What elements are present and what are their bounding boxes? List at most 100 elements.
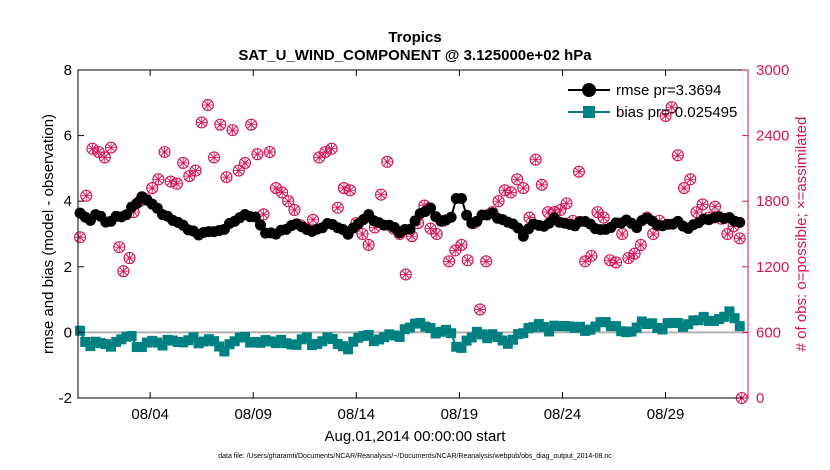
bias-point-70 [435, 326, 446, 337]
y2-axis-label: # of obs: o=possible; ×=assimilated [793, 117, 810, 352]
obs-point-88 [616, 227, 629, 241]
x-tick-label-1: 08/09 [234, 406, 272, 423]
bias-point-102 [600, 317, 611, 328]
bias-point-63 [399, 324, 410, 335]
obs-point-4 [98, 151, 111, 164]
bias-series-layer [75, 306, 745, 357]
y2-tick-label-4: 2400 [756, 128, 789, 145]
bias-point-8 [116, 334, 127, 345]
bias-point-53 [348, 336, 359, 347]
x-axis-label: Aug.01,2014 00:00:00 start [325, 428, 507, 445]
obs-point-6 [113, 241, 126, 254]
obs-point-25 [226, 124, 239, 137]
obs-point-22 [208, 151, 221, 164]
bias-point-77 [471, 326, 482, 337]
legend-bias-label: bias pr=-0.025495 [616, 104, 737, 121]
obs-point-26 [232, 164, 245, 177]
bias-point-84 [507, 334, 518, 345]
obs-point-1 [80, 189, 93, 202]
bias-point-48 [322, 332, 333, 343]
obs-point-72 [517, 182, 530, 195]
obs-point-31 [263, 145, 276, 159]
obs-point-105 [721, 227, 734, 241]
obs-point-38 [306, 213, 320, 226]
bias-point-109 [636, 316, 647, 327]
obs-point-81 [572, 165, 586, 178]
bias-point-100 [590, 321, 601, 332]
y2-tick-label-3: 1800 [756, 193, 789, 210]
bias-point-91 [544, 326, 555, 337]
bias-point-65 [410, 318, 421, 329]
bias-point-37 [265, 336, 276, 347]
bias-point-124 [714, 314, 725, 325]
rmse-point-128 [734, 216, 746, 228]
x-tick-label-4: 08/24 [544, 406, 582, 423]
bias-point-49 [327, 333, 338, 344]
obs-point-65 [473, 303, 487, 316]
bias-point-79 [482, 333, 493, 344]
bias-point-43 [296, 334, 307, 345]
obs-point-42 [331, 201, 344, 214]
obs-point-58 [430, 227, 443, 241]
bias-point-80 [487, 329, 498, 340]
y-tick-label-3: 4 [64, 193, 72, 210]
bias-point-82 [497, 335, 508, 346]
legend-rmse-marker [582, 83, 596, 97]
bias-point-95 [564, 321, 575, 332]
bias-point-27 [214, 341, 225, 352]
obs-point-17 [177, 156, 190, 169]
obs-point-63 [461, 254, 474, 267]
obs-point-39 [313, 151, 326, 164]
obs-point-97 [671, 149, 684, 162]
bias-point-67 [420, 321, 431, 332]
bias-point-18 [167, 335, 178, 346]
rmse-series-layer [74, 191, 746, 242]
bias-point-123 [708, 315, 719, 326]
bias-point-38 [270, 338, 281, 349]
bias-point-52 [343, 344, 354, 355]
obs-point-79 [560, 197, 573, 210]
bias-point-122 [703, 315, 714, 326]
obs-point-15 [164, 175, 177, 188]
rmse-point-68 [425, 202, 437, 214]
obs-point-62 [455, 238, 468, 251]
rmse-point-74 [455, 192, 467, 204]
bias-point-96 [569, 322, 580, 333]
bias-point-3 [90, 336, 101, 347]
bias-point-113 [657, 324, 668, 335]
y-tick-label-0: -2 [59, 390, 72, 407]
rmse-point-72 [445, 211, 457, 223]
bias-point-92 [549, 320, 560, 331]
obs-point-60 [443, 255, 456, 268]
bias-point-0 [75, 325, 86, 336]
bias-point-51 [337, 341, 348, 352]
obs-point-49 [374, 188, 388, 201]
obs-point-71 [511, 173, 524, 186]
obs-point-91 [634, 238, 647, 251]
obs-point-53 [399, 268, 412, 281]
y-tick-label-2: 2 [64, 259, 72, 276]
bias-point-115 [667, 317, 678, 328]
bias-point-125 [719, 311, 730, 322]
legend-rmse-label: rmse pr=3.3694 [616, 82, 721, 99]
rmse-point-75 [461, 209, 473, 221]
bias-point-14 [147, 335, 158, 346]
obs-point-34 [282, 195, 295, 208]
obs-point-12 [146, 182, 159, 195]
chart-subtitle: SAT_U_WIND_COMPONENT @ 3.125000e+02 hPa [238, 47, 592, 64]
bias-point-55 [358, 330, 369, 341]
legend: rmse pr=3.3694 bias pr=-0.025495 [568, 82, 737, 121]
bias-point-6 [105, 341, 116, 352]
data-file-footnote: data file: /Users/gharamti/Documents/NCA… [218, 453, 612, 460]
obs-point-24 [220, 171, 233, 184]
y2-tick-label-2: 1200 [756, 259, 789, 276]
bias-point-94 [559, 320, 570, 331]
bias-point-81 [492, 332, 503, 343]
bias-point-17 [162, 334, 173, 345]
obs-point-23 [214, 118, 227, 131]
bias-point-31 [234, 332, 245, 343]
bias-point-54 [353, 332, 364, 343]
bias-point-20 [178, 337, 189, 348]
x-tick-label-2: 08/14 [338, 406, 376, 423]
bias-point-29 [224, 339, 235, 350]
